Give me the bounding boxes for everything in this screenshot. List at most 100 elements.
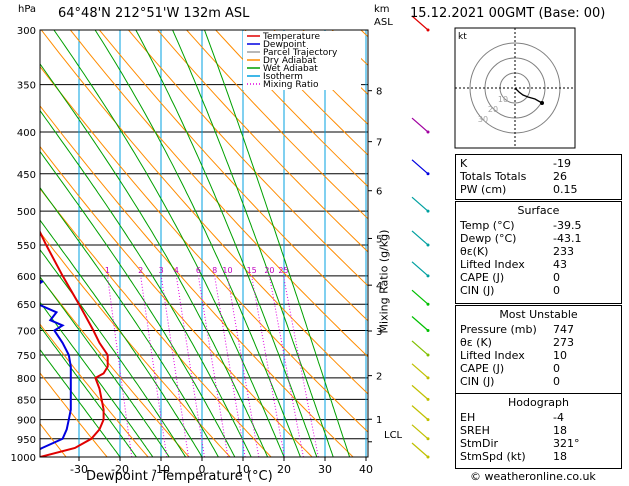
dry-adiabat-line [157,30,368,253]
wind-barb [411,424,429,440]
wet-adiabat-line [40,109,252,457]
hodo-row-label: StmDir [460,437,499,450]
mu-row-value: 0 [553,375,560,388]
wind-barb-dot [426,274,430,278]
hodograph-storm-motion [540,101,544,105]
wind-barb-dot [426,397,430,401]
pressure-tick-label: 800 [17,374,36,385]
legend-label: Temperature [262,32,320,42]
km-tick-label: 4 [376,281,382,292]
surface-row-label: Temp (°C) [460,219,515,232]
temp-tick-label: 0 [199,463,206,476]
header-datetime: 15.12.2021 00GMT (Base: 00) [410,6,606,21]
pressure-tick-label: 350 [17,81,36,92]
wind-barb-dot [426,376,430,380]
surface-row-label: θε(K) [460,245,489,258]
k-label: K [460,157,468,170]
dry-adiabat-line [40,30,368,395]
mixing-ratio-line [227,275,260,457]
legend-label: Isotherm [263,72,303,82]
legend-box [243,31,361,90]
km-tick-label: 1 [376,415,382,426]
surface-row-value: -39.5 [553,219,582,232]
wind-barb [411,261,429,277]
asl-axis-label: ASL [374,17,393,28]
mixing-ratio-line [140,275,168,457]
wet-adiabat-line [94,30,301,457]
mixing-ratio-tick-label: 2 [138,266,143,275]
mu-row-value: 0 [553,362,560,375]
wind-barb [411,230,429,246]
legend-label: Mixing Ratio [263,80,319,90]
mu-row-label: CAPE (J) [460,362,505,375]
mu-row-value: 10 [553,349,567,362]
most-unstable-title: Most Unstable [499,308,578,321]
legend-label: Dry Adiabat [263,56,317,66]
wind-barb-dot [426,418,430,422]
dry-adiabat-line [40,65,368,433]
mu-row-label: θε (K) [460,336,492,349]
surface-row-value: 0 [553,284,560,297]
mixing-ratio-tick-label: 6 [196,266,201,275]
km-tick-label: 8 [376,87,382,98]
wet-adiabat-line [40,301,154,457]
wet-adiabat-line [172,30,334,457]
wind-barb [411,316,429,331]
km-tick-label: 2 [376,372,382,383]
mixing-ratio-tick-label: 15 [247,266,257,275]
wind-barb [411,196,429,212]
surface-row-value: 0 [553,271,560,284]
pw-value: 0.15 [553,183,578,196]
temp-tick-label: -20 [111,463,129,476]
km-tick-label: 7 [376,138,382,149]
mixing-ratio-tick-label: 8 [212,266,217,275]
temp-tick-label: 40 [359,463,373,476]
temp-tick-label: -10 [152,463,170,476]
wind-barb [411,442,429,458]
indices-box: K -19 Totals Totals 26 PW (cm) 0.15 [455,154,622,200]
temperature-profile [40,229,109,457]
wet-adiabat-line [40,348,121,457]
header-location: 64°48'N 212°51'W 132m ASL [58,6,250,21]
wind-barb-dot [426,353,430,357]
mixing-ratio-line [197,275,229,457]
wind-barb-dot [426,28,430,32]
mixing-ratio-line [214,275,246,457]
km-axis-label: km [374,4,390,15]
pressure-tick-label: 850 [17,395,36,406]
hpa-axis-label: hPa [18,4,37,15]
pressure-tick-label: 650 [17,300,36,311]
km-tick-label: 3 [376,327,382,338]
km-tick-label: 5 [376,234,382,245]
hodo-row-value: 18 [553,424,567,437]
mixing-ratio-tick-label: 4 [174,266,179,275]
surface-row-label: Dewp (°C) [460,232,517,245]
x-axis-title: Dewpoint / Temperature (°C) [86,469,273,484]
wet-adiabat-line [40,219,203,457]
wind-barb-dot [426,302,430,306]
surface-title: Surface [517,204,560,217]
pressure-tick-label: 1000 [11,453,36,464]
dry-adiabat-line [40,323,149,457]
wet-adiabat-line [40,186,219,457]
lcl-label: LCL [384,430,403,441]
hodograph-ring-label: 30 [478,115,488,124]
pressure-tick-label: 550 [17,241,36,252]
wind-barb-dot [426,209,430,213]
mixing-ratio-tick-label: 10 [222,266,232,275]
mixing-ratio-line [251,275,285,457]
mixing-ratio-line [175,275,205,457]
pw-label: PW (cm) [460,183,507,196]
dry-adiabat-line [99,30,368,322]
k-value: -19 [553,157,571,170]
km-tick-label: 6 [376,187,382,198]
wind-barb [411,363,429,379]
pressure-tick-label: 600 [17,272,36,283]
footer-credit[interactable]: © weatheronline.co.uk [470,470,596,483]
legend-label: Dewpoint [263,40,306,50]
pressure-tick-label: 500 [17,207,36,218]
temp-tick-label: 30 [318,463,332,476]
wind-barb-dot [426,455,430,459]
pressure-tick-label: 950 [17,435,36,446]
wind-barb-dot [426,243,430,247]
